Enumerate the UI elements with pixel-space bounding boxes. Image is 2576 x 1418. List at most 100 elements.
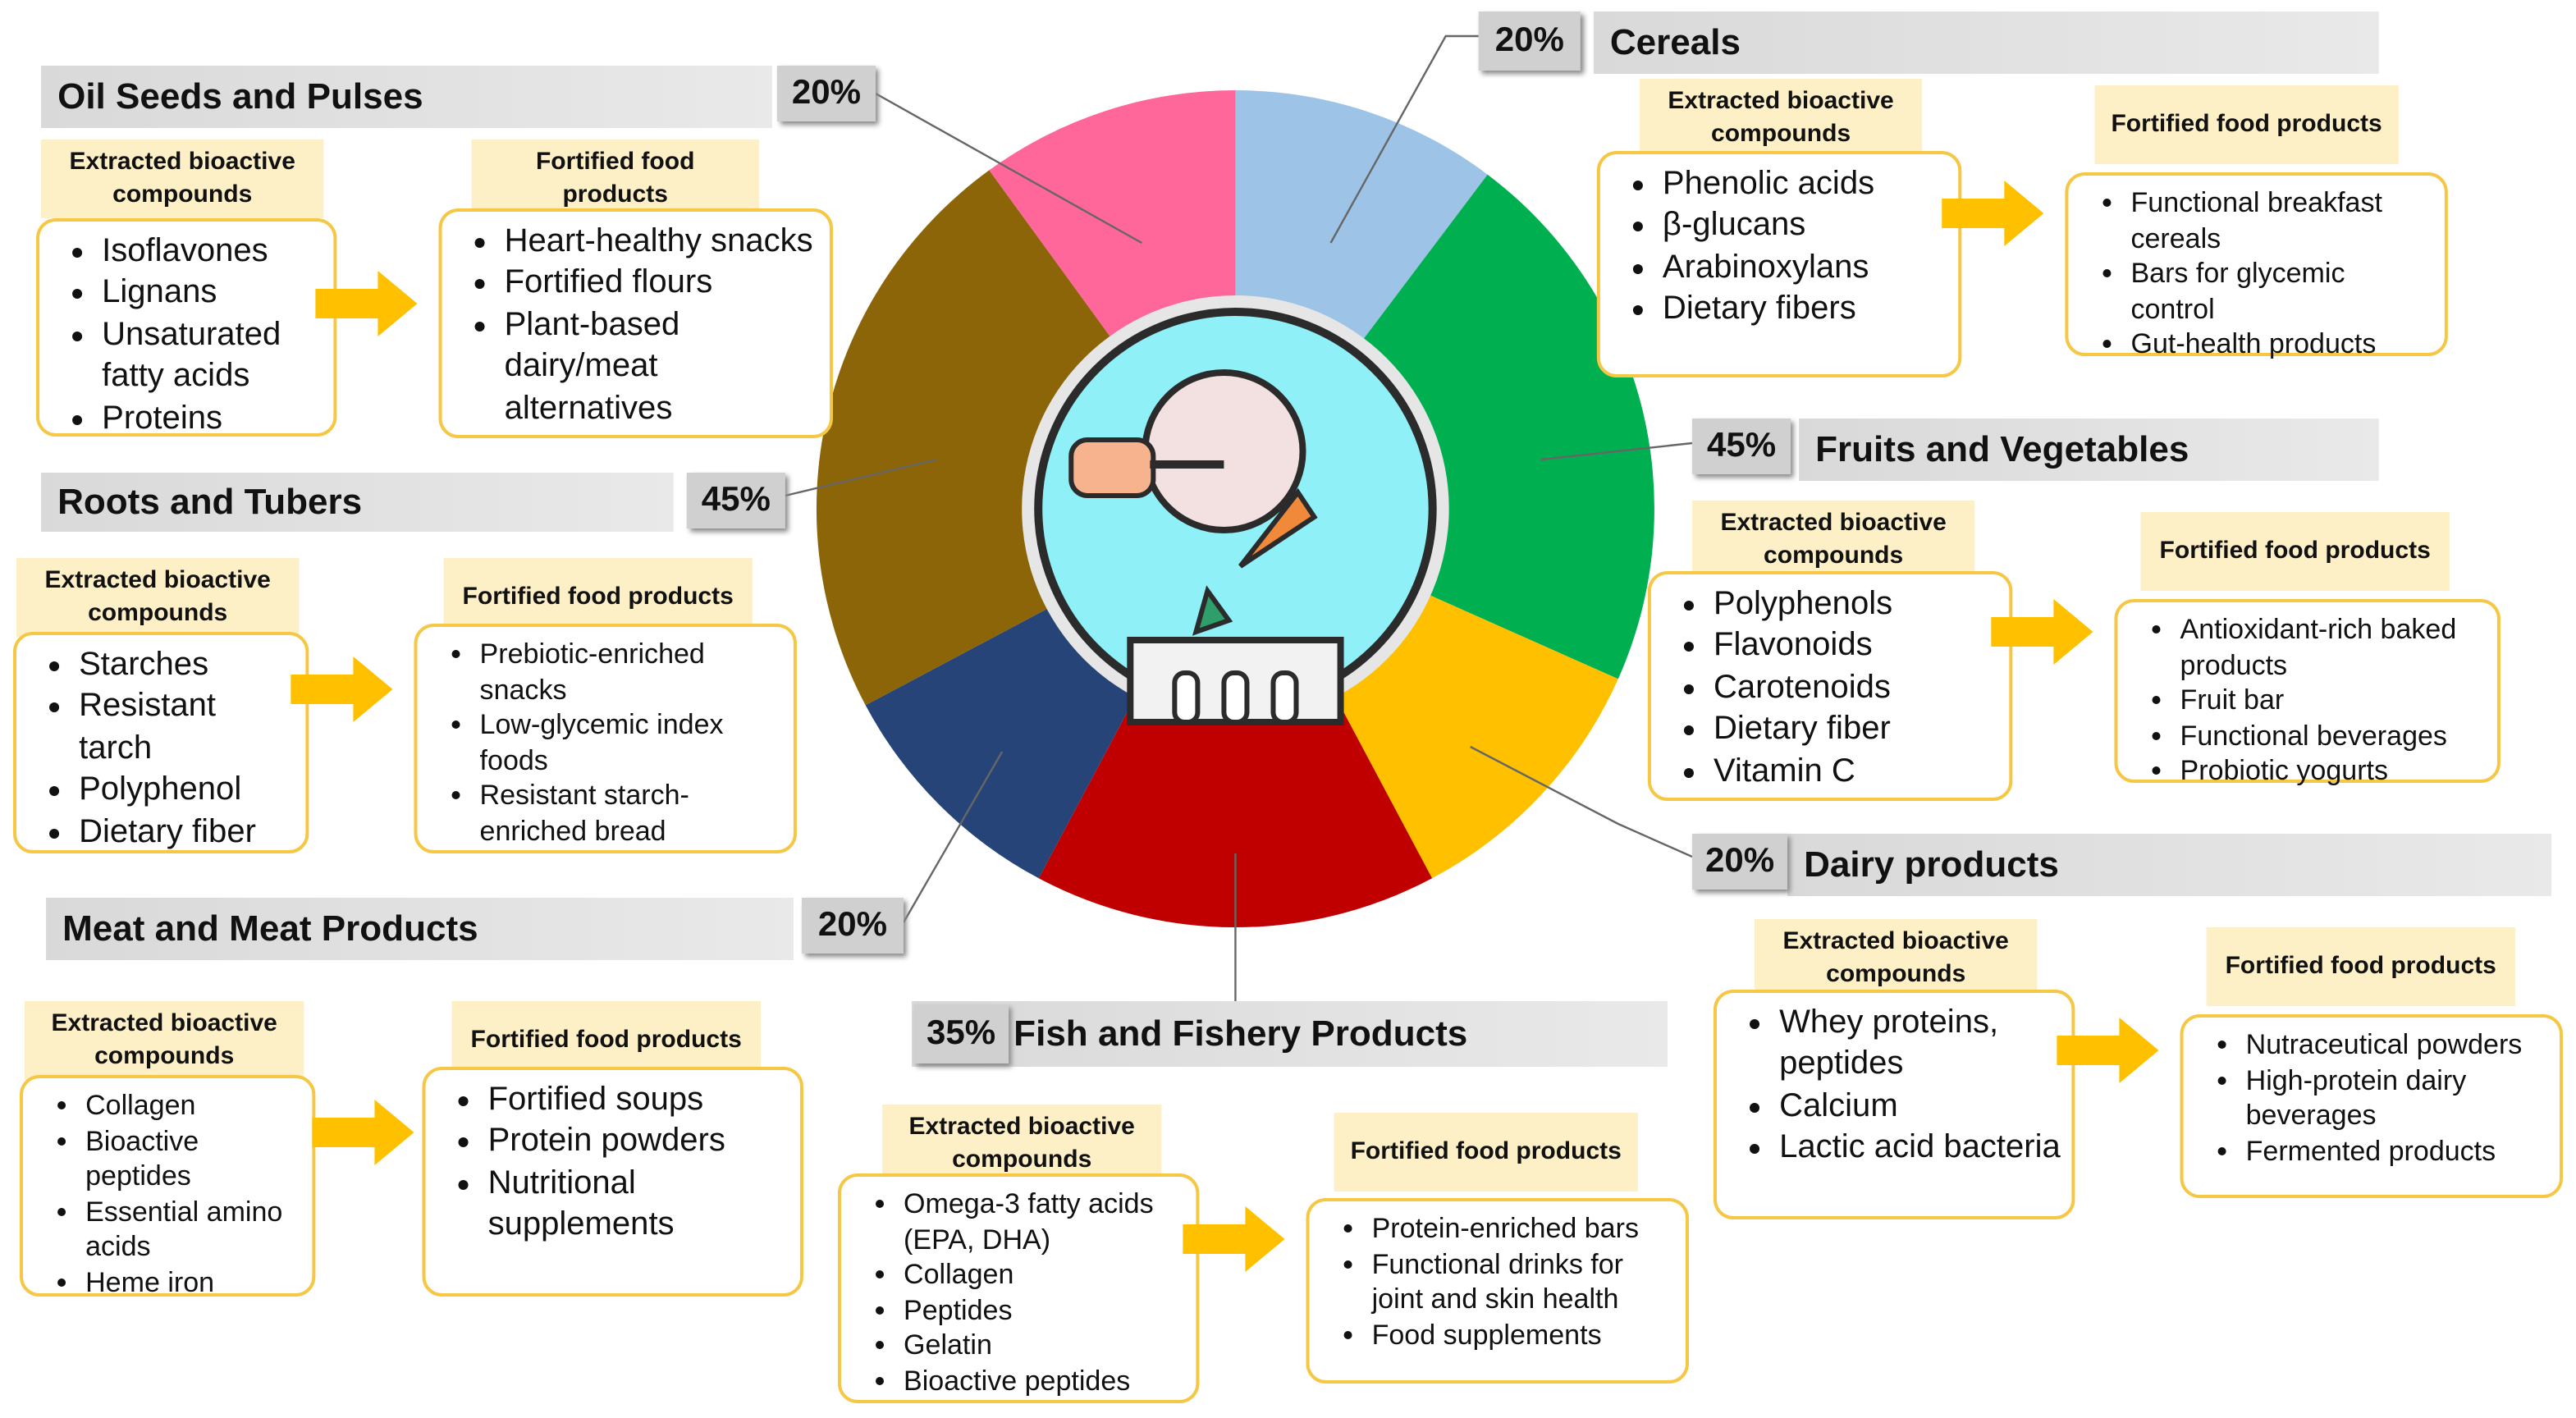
compound-item: Proteins (102, 398, 323, 440)
compound-item: Gelatin (904, 1329, 1186, 1364)
products-list: Protein-enriched barsFunctional drinks f… (1306, 1198, 1689, 1384)
section-title: Fruits and Vegetables (1799, 419, 2379, 481)
compound-item: Collagen (904, 1257, 1186, 1292)
product-item: Fortified flours (505, 263, 820, 305)
compound-item: Whey proteins, peptides (1779, 1003, 2061, 1086)
section-percent: 20% (776, 66, 876, 121)
leader-line (1329, 34, 1479, 244)
product-item: Nutraceutical powders (2246, 1027, 2550, 1063)
products-list: Prebiotic-enriched snacksLow-glycemic in… (414, 624, 797, 853)
compound-item: Carotenoids (1714, 668, 1999, 710)
section-title: Oil Seeds and Pulses (41, 66, 772, 128)
products-header: Fortified food products (1334, 1113, 1638, 1192)
compound-item: Dietary fiber (79, 812, 295, 853)
compounds-header: Extracted bioactive compounds (1755, 919, 2038, 998)
leader-line (785, 458, 937, 497)
icon-carrot (1238, 487, 1318, 569)
product-item: Food supplements (1372, 1317, 1676, 1352)
section-percent: 20% (801, 898, 904, 954)
compounds-list: StarchesResistant tarchPolyphenolDietary… (13, 632, 309, 853)
icon-plate (1142, 369, 1306, 533)
compound-item: Dietary fibers (1663, 289, 1948, 331)
products-header: Fortified food products (2206, 927, 2515, 1006)
products-header: Fortified food products (471, 140, 759, 218)
section-percent: 35% (913, 1004, 1009, 1064)
compounds-header: Extracted bioactive compounds (16, 558, 300, 637)
compound-item: Lactic acid bacteria (1779, 1128, 2061, 1169)
leader-line (1470, 745, 1693, 858)
product-item: Probiotic yogurts (2180, 754, 2487, 789)
product-item: Fermented products (2246, 1133, 2550, 1169)
icon-bin-slot (1221, 670, 1250, 725)
compounds-list: Phenolic acidsβ-glucansArabinoxylansDiet… (1596, 151, 1962, 377)
section-percent: 20% (1478, 11, 1581, 71)
compound-item: Bioactive peptides (85, 1123, 302, 1194)
product-item: Functional breakfast cereals (2130, 185, 2434, 256)
section-title: Fish and Fishery Products (912, 1001, 1668, 1067)
leader-line (875, 92, 1142, 245)
product-item: Functional beverages (2180, 718, 2487, 753)
compound-item: Lignans (102, 273, 323, 315)
products-list: Functional breakfast cerealsBars for gly… (2065, 172, 2448, 360)
compound-item: Starches (79, 645, 295, 687)
compound-item: Collagen (85, 1088, 302, 1123)
compound-item: Vitamin C (1714, 751, 1999, 793)
section-title: Roots and Tubers (41, 473, 674, 532)
compound-item: Phenolic acids (1663, 164, 1948, 206)
compound-item: Essential amino acids (85, 1194, 302, 1265)
products-list: Fortified soupsProtein powdersNutritiona… (422, 1067, 803, 1297)
section-percent: 45% (686, 473, 785, 528)
product-item: Fortified soups (488, 1080, 790, 1122)
section-title: Cereals (1593, 11, 2379, 74)
product-item: Antioxidant-rich baked products (2180, 612, 2487, 683)
product-item: Nutritional supplements (488, 1164, 790, 1247)
compounds-header: Extracted bioactive compounds (1639, 79, 1923, 158)
icon-leaves (1192, 585, 1233, 636)
product-item: Gut-health products (2130, 327, 2434, 363)
compound-item: Calcium (1779, 1086, 2061, 1128)
wheel-segment (816, 170, 1236, 706)
compounds-list: PolyphenolsFlavonoidsCarotenoidsDietary … (1647, 571, 2013, 801)
compound-item: Bioactive peptides (904, 1364, 1186, 1399)
product-item: Heart-healthy snacks (505, 222, 820, 263)
compounds-header: Extracted bioactive compounds (882, 1105, 1162, 1183)
compounds-list: IsoflavonesLignansUnsaturated fatty acid… (36, 218, 337, 440)
compound-item: Polyphenol (79, 770, 295, 812)
compound-item: Heme iron (85, 1265, 302, 1301)
compounds-header: Extracted bioactive compounds (41, 140, 324, 218)
compounds-list: Omega-3 fatty acids (EPA, DHA)CollagenPe… (837, 1173, 1200, 1403)
compound-item: Dietary fiber (1714, 709, 1999, 751)
product-item: Protein powders (488, 1122, 790, 1164)
leader-line (1540, 441, 1693, 461)
product-item: High-protein dairy beverages (2246, 1063, 2550, 1133)
icon-hand (1068, 437, 1156, 498)
product-item: Functional drinks for joint and skin hea… (1372, 1246, 1676, 1317)
section-title: Meat and Meat Products (46, 898, 794, 960)
product-item: Prebiotic-enriched snacks (480, 637, 784, 707)
section-title: Dairy products (1787, 834, 2551, 896)
products-header: Fortified food products (2140, 512, 2450, 591)
icon-bin-slot (1270, 670, 1299, 725)
product-item: Plant-based dairy/meat alternatives (505, 305, 820, 430)
section-percent: 45% (1691, 419, 1791, 474)
product-item: Bars for glycemic control (2130, 256, 2434, 327)
compound-item: Unsaturated fatty acids (102, 315, 323, 399)
icon-bin-slot (1172, 670, 1201, 725)
compound-item: β-glucans (1663, 206, 1948, 248)
compounds-list: CollagenBioactive peptidesEssential amin… (20, 1075, 316, 1298)
compound-item: Peptides (904, 1292, 1186, 1328)
product-item: Resistant starch-enriched bread (480, 779, 784, 849)
products-list: Nutraceutical powdersHigh-protein dairy … (2180, 1014, 2563, 1198)
compound-item: Polyphenols (1714, 584, 1999, 626)
compounds-list: Whey proteins, peptidesCalciumLactic aci… (1713, 990, 2075, 1219)
compound-item: Isoflavones (102, 231, 323, 273)
section-percent: 20% (1691, 834, 1788, 890)
product-item: Protein-enriched bars (1372, 1211, 1676, 1246)
compounds-header: Extracted bioactive compounds (1691, 501, 1975, 579)
product-item: Low-glycemic index foods (480, 707, 784, 778)
product-item: Fruit bar (2180, 683, 2487, 718)
